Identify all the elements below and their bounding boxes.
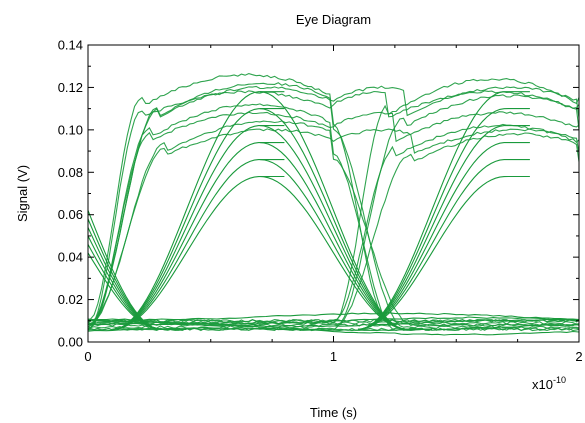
eye-trace	[88, 327, 579, 332]
x-axis-multiplier-exponent: -10	[553, 375, 566, 385]
x-axis-multiplier: x10-10	[532, 375, 566, 392]
rising-edge	[357, 142, 530, 330]
low-level-trace	[88, 312, 579, 321]
y-tick-label: 0.00	[58, 335, 83, 350]
rising-edge	[112, 91, 285, 330]
low-level-trace	[88, 322, 579, 332]
y-tick-label: 0.14	[58, 38, 83, 53]
y-tick-label: 0.12	[58, 80, 83, 95]
y-tick-label: 0.10	[58, 122, 83, 137]
rising-edge	[357, 91, 530, 330]
y-axis-label: Signal (V)	[15, 165, 30, 222]
rising-edge	[357, 159, 530, 330]
rising-edge	[112, 175, 285, 330]
x-tick-label: 1	[330, 349, 337, 364]
falling-edge	[88, 208, 187, 330]
low-level-trace	[88, 318, 579, 328]
low-level-trace	[88, 327, 579, 336]
eye-trace	[88, 73, 579, 323]
rising-edge	[112, 159, 285, 330]
y-tick-label: 0.02	[58, 292, 83, 307]
rising-edge	[112, 125, 285, 330]
eye-trace	[88, 90, 579, 330]
x-tick-label: 0	[84, 349, 91, 364]
rising-edge	[357, 125, 530, 330]
falling-edge	[259, 91, 432, 330]
rising-edge	[357, 108, 530, 330]
y-tick-label: 0.04	[58, 250, 83, 265]
x-tick-label: 2	[575, 349, 582, 364]
x-axis-label: Time (s)	[310, 405, 357, 420]
rising-edge	[112, 108, 285, 330]
chart-title: Eye Diagram	[296, 12, 371, 27]
x-axis-multiplier-base: x10	[532, 377, 553, 392]
plot-traces	[88, 73, 579, 336]
eye-trace	[88, 323, 579, 327]
rising-edge	[357, 175, 530, 330]
y-tick-label: 0.08	[58, 165, 83, 180]
y-tick-label: 0.06	[58, 207, 83, 222]
axes: 0.00 0.02 0.04 0.06 0.08 0.10 0.12 0.14 0 1 2	[58, 38, 583, 365]
low-level-trace	[88, 316, 579, 325]
rising-edge	[112, 142, 285, 330]
eye-trace	[88, 82, 579, 329]
